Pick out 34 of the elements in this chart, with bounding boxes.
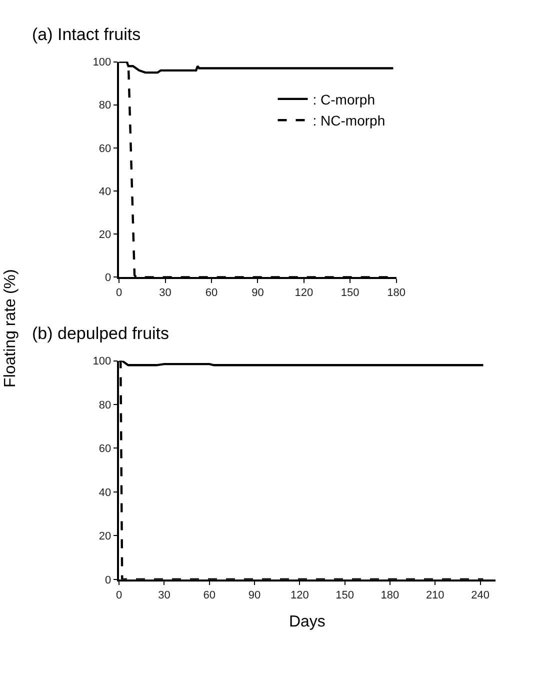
chart-title: (b) depulped fruits [32,324,170,343]
x-tick-label: 90 [252,287,264,300]
x-tick-label: 120 [290,589,309,602]
y-tick-label: 40 [98,186,112,198]
x-tick-label: 150 [336,589,354,602]
chart-title: (a) Intact fruits [32,25,141,44]
y-tick-label: 60 [98,142,112,155]
x-tick-label: 180 [380,589,400,602]
y-tick-label: 40 [98,486,112,499]
x-tick-label: 0 [116,589,122,602]
x-tick-label: 60 [205,287,218,300]
y-tick-label: 60 [98,443,112,456]
x-tick-label: 60 [203,589,216,602]
y-tick-label: 80 [98,100,112,112]
y-tick-label: 0 [105,272,112,284]
x-tick-label: 30 [159,287,172,300]
x-tick-label: 180 [387,287,406,300]
x-tick-label: 30 [158,589,170,602]
y-tick-label: 100 [92,56,112,69]
legend-label: : C-morph [312,91,375,108]
y-axis-title: Floating rate (%) [2,269,20,388]
y-tick-label: 80 [98,399,112,412]
legend-label: : NC-morph [312,112,386,129]
x-tick-label: 210 [426,589,444,602]
x-tick-label: 0 [116,287,122,300]
x-tick-label: 150 [340,287,360,300]
x-tick-label: 120 [294,287,314,300]
y-tick-label: 20 [98,228,112,241]
y-tick-label: 20 [98,530,112,543]
y-tick-label: 100 [92,356,112,368]
x-tick-label: 240 [471,589,490,602]
x-axis-title: Days [288,614,326,631]
x-tick-label: 90 [248,589,261,602]
y-tick-label: 0 [105,574,112,586]
